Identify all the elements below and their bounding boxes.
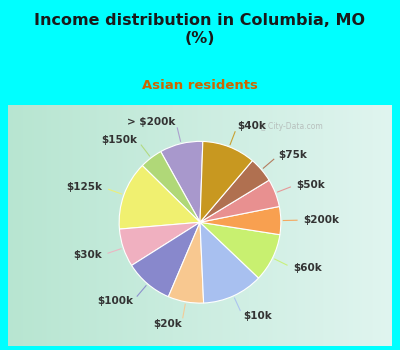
Text: $100k: $100k (97, 296, 133, 306)
Text: > $200k: > $200k (128, 117, 176, 127)
Wedge shape (200, 180, 279, 222)
Text: Asian residents: Asian residents (142, 79, 258, 92)
Wedge shape (200, 222, 258, 303)
Text: $40k: $40k (238, 121, 266, 131)
Wedge shape (142, 152, 200, 222)
Text: $20k: $20k (153, 319, 182, 329)
Text: $30k: $30k (73, 250, 102, 260)
Text: $60k: $60k (293, 263, 322, 273)
Wedge shape (132, 222, 200, 297)
Wedge shape (200, 206, 281, 235)
Text: $75k: $75k (279, 150, 308, 160)
Text: Income distribution in Columbia, MO
(%): Income distribution in Columbia, MO (%) (34, 13, 366, 46)
Wedge shape (161, 141, 203, 222)
Wedge shape (200, 161, 269, 222)
Text: ⓘ City-Data.com: ⓘ City-Data.com (261, 122, 323, 131)
Text: $200k: $200k (304, 215, 340, 225)
Wedge shape (119, 166, 200, 229)
Wedge shape (168, 222, 204, 303)
Wedge shape (200, 222, 280, 278)
Text: $150k: $150k (101, 135, 137, 145)
Text: $125k: $125k (67, 182, 103, 192)
Wedge shape (200, 141, 252, 222)
Wedge shape (120, 222, 200, 265)
Text: $50k: $50k (296, 180, 325, 190)
Text: $10k: $10k (243, 312, 272, 321)
